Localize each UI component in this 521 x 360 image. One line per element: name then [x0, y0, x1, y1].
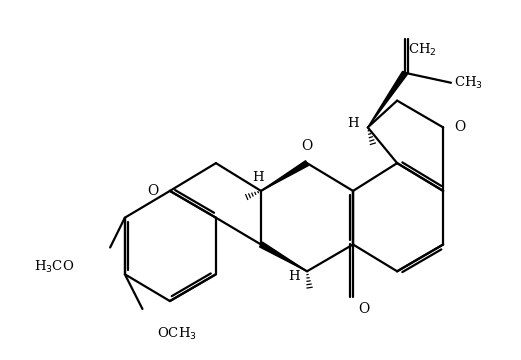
Text: H: H	[289, 270, 300, 283]
Polygon shape	[259, 242, 307, 271]
Text: O: O	[454, 120, 466, 134]
Text: O: O	[147, 184, 159, 198]
Text: O: O	[358, 302, 369, 316]
Text: H: H	[348, 117, 359, 130]
Text: O: O	[302, 139, 313, 153]
Text: CH$_3$: CH$_3$	[454, 75, 482, 91]
Text: H: H	[253, 171, 264, 184]
Polygon shape	[368, 71, 407, 127]
Text: CH$_2$: CH$_2$	[407, 42, 436, 58]
Text: OCH$_3$: OCH$_3$	[157, 326, 197, 342]
Text: H$_3$CO: H$_3$CO	[34, 259, 74, 275]
Polygon shape	[261, 161, 308, 191]
